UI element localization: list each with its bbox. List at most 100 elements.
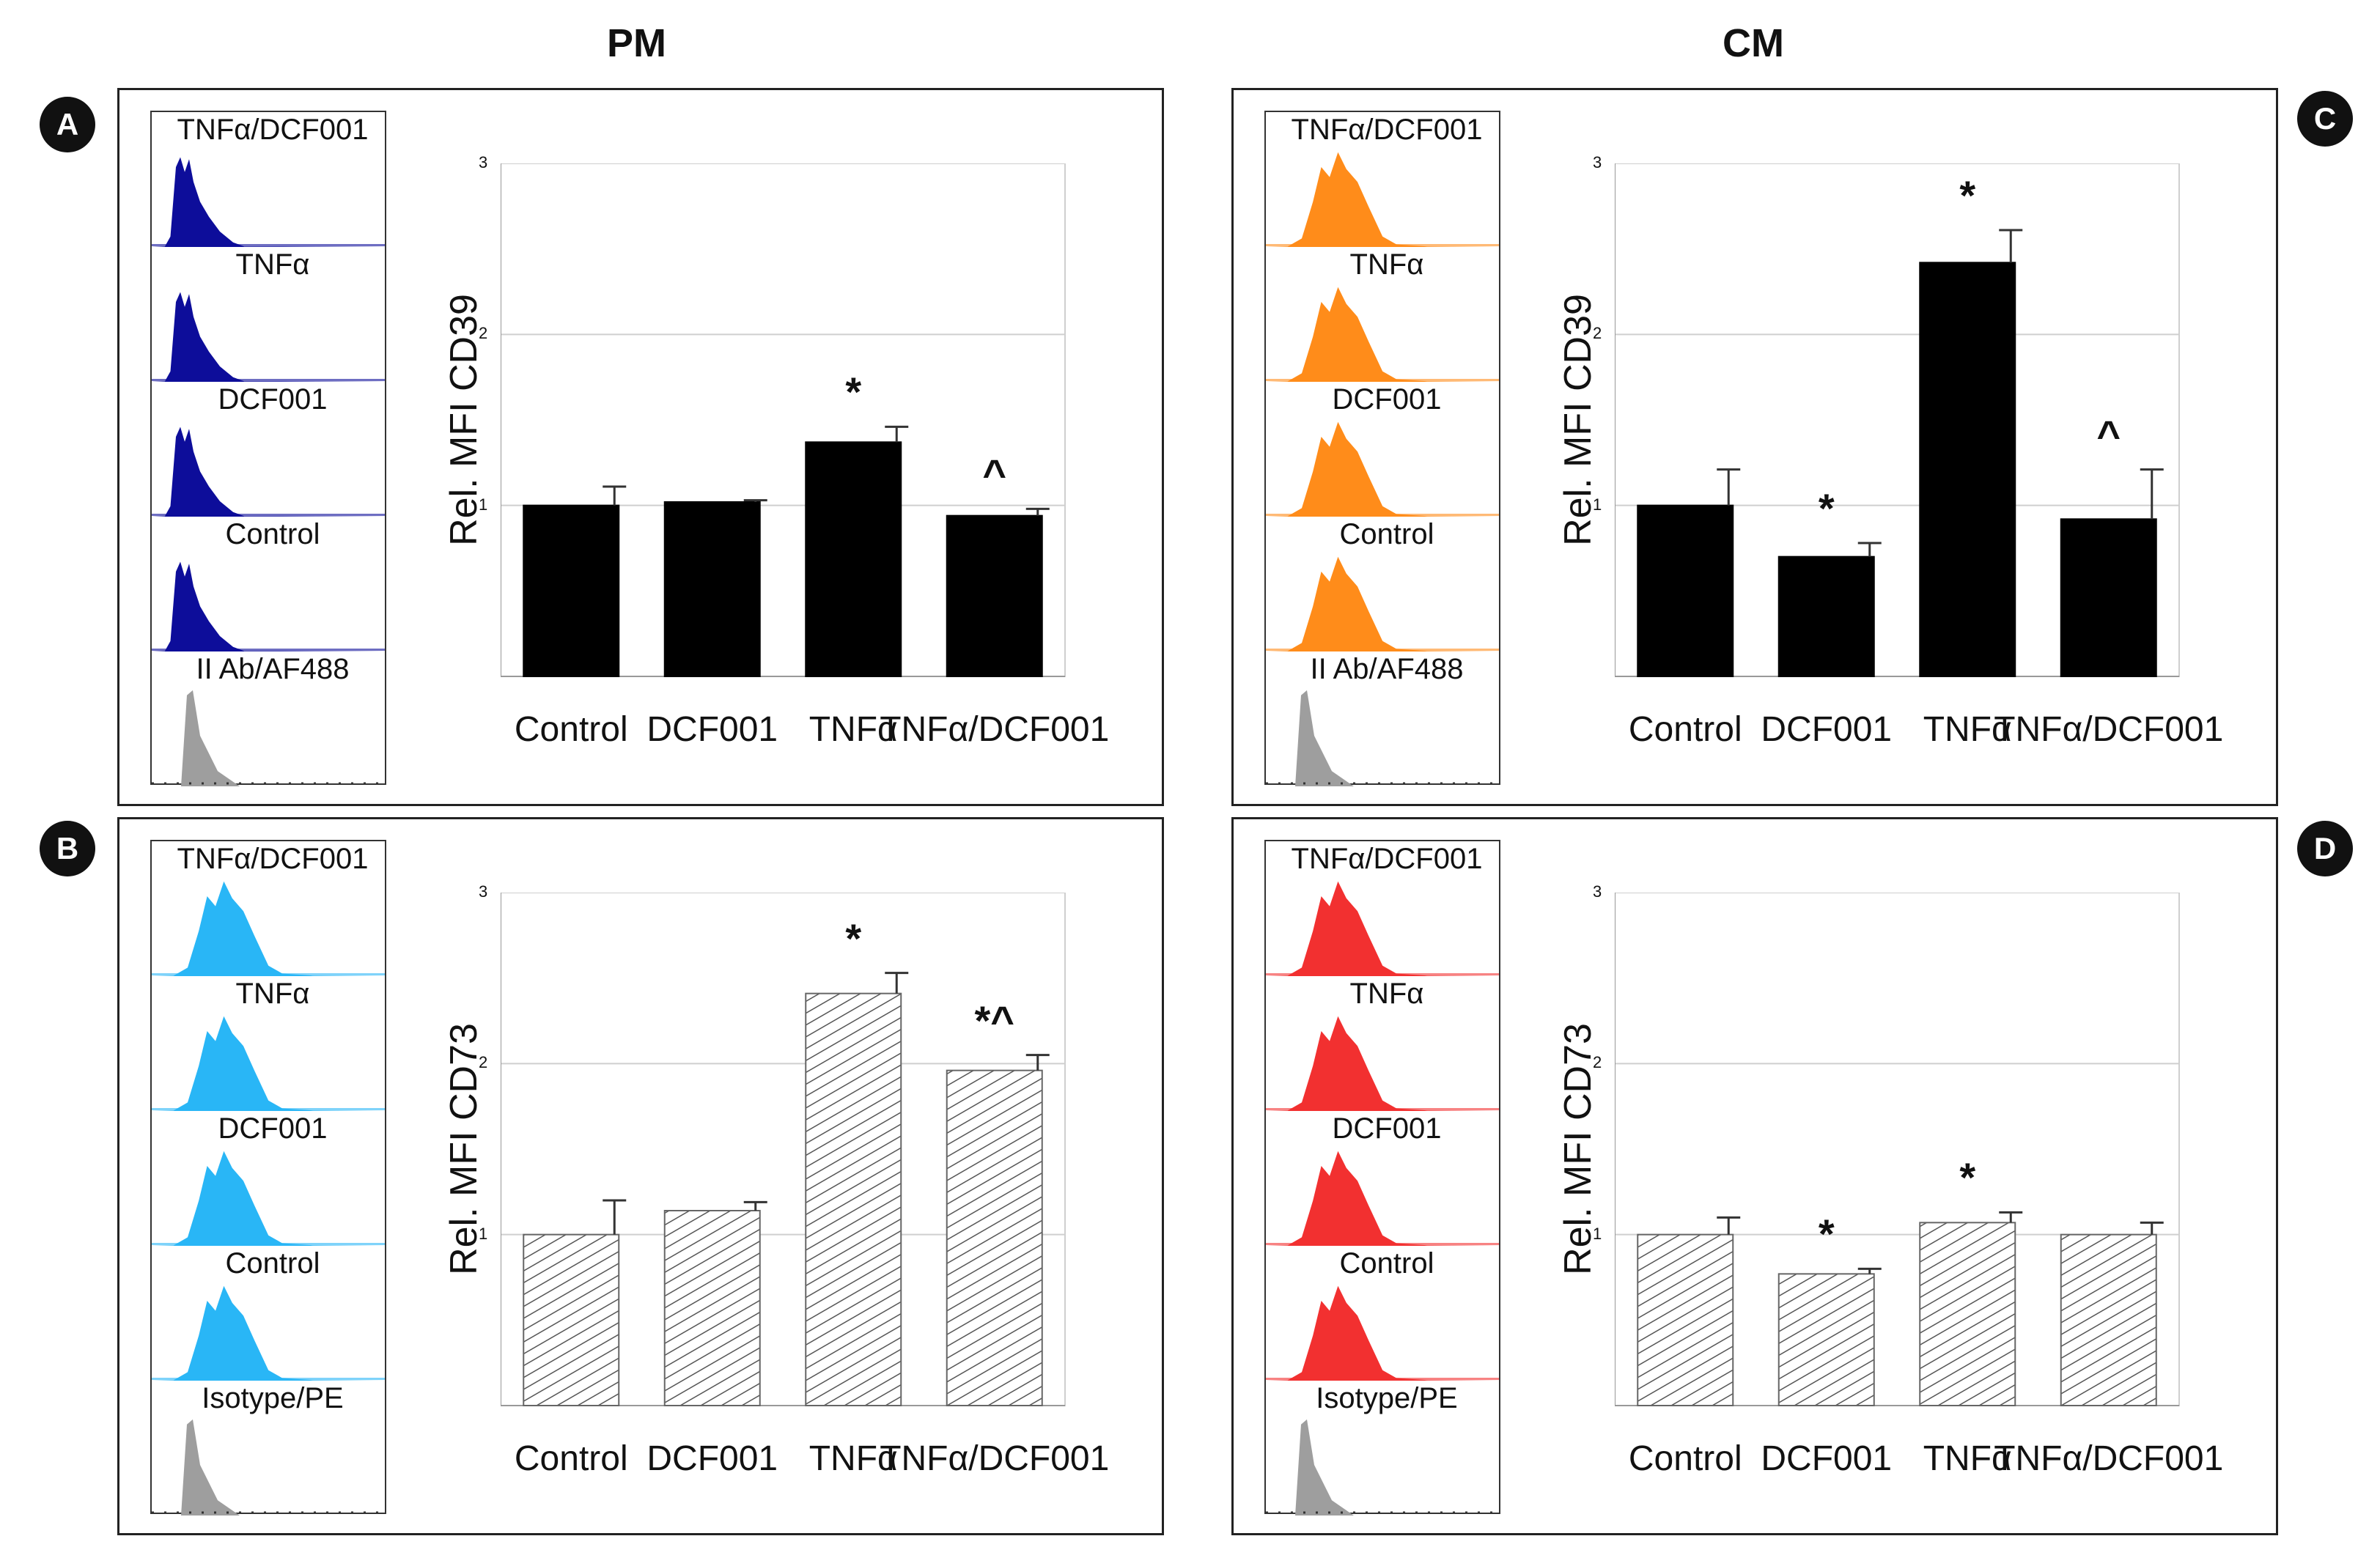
- histogram-baseline: [1266, 1378, 1499, 1380]
- histogram-baseline: [152, 649, 385, 651]
- x-tick-label: DCF001: [1761, 710, 1893, 749]
- histogram-stack: TNFα/DCF001 TNFα DCF001 Control Isotype/PE: [150, 840, 388, 1515]
- histogram-label: DCF001: [218, 1112, 328, 1145]
- histogram-baseline: [152, 1108, 385, 1110]
- significance-mark: *: [1818, 485, 1835, 531]
- histogram-baseline: [1266, 649, 1499, 651]
- bar-dcf001: [1777, 555, 1875, 678]
- histogram-trace: [1266, 1285, 1502, 1381]
- histogram-trace: [1266, 1419, 1502, 1515]
- y-tick-label: 1: [479, 1224, 488, 1243]
- histogram-peak: [1266, 1016, 1502, 1111]
- histogram-label: Control: [225, 1247, 320, 1280]
- histogram-trace: [152, 1151, 388, 1246]
- histogram-peak: [1266, 287, 1502, 382]
- bar-tnf-: [805, 992, 902, 1406]
- bar-control: [1637, 504, 1734, 677]
- significance-mark: ^: [2096, 411, 2121, 458]
- histogram-label: Isotype/PE: [202, 1382, 344, 1414]
- y-tick-label: 2: [479, 1053, 488, 1072]
- bar-dcf001: [663, 501, 761, 677]
- significance-mark: ^: [982, 451, 1007, 498]
- histogram-peak: [152, 1151, 388, 1246]
- x-tick-label: TNFα: [808, 1439, 898, 1478]
- histogram-trace: [1266, 881, 1502, 976]
- x-tick-label: TNFα/DCF001: [1994, 710, 2224, 749]
- bar-dcf001: [663, 1210, 761, 1406]
- y-tick-label: 3: [1593, 153, 1602, 171]
- y-axis-label: Rel. MFI CD73: [443, 1023, 485, 1275]
- histogram-label: Control: [1339, 1247, 1434, 1280]
- histogram-trace: [152, 292, 388, 382]
- histogram-trace: [1266, 421, 1502, 517]
- histogram-trace: [152, 427, 388, 517]
- histogram-peak: [1266, 152, 1502, 247]
- histogram-peak: [152, 157, 388, 247]
- histogram-baseline: [152, 973, 385, 975]
- x-tick-label: Control: [1628, 1439, 1742, 1478]
- histogram-label: TNFα/DCF001: [1291, 843, 1483, 875]
- histogram-label: II Ab/AF488: [1310, 653, 1464, 685]
- bar-chart: [501, 163, 1066, 677]
- histogram-peak: [152, 1016, 388, 1111]
- histogram-trace: [152, 157, 388, 247]
- histogram-peak: [1266, 690, 1354, 786]
- bar-dcf001: [1777, 1273, 1875, 1406]
- histogram-baseline: [152, 1378, 385, 1380]
- histogram-label: DCF001: [1332, 1112, 1442, 1145]
- y-tick-label: 2: [1593, 1053, 1602, 1072]
- x-tick-label: TNFα: [1923, 710, 2012, 749]
- histogram-stack: TNFα/DCF001 TNFα DCF001 Control II Ab/AF488: [150, 111, 388, 786]
- histogram-trace: [1266, 1016, 1502, 1111]
- column-title-pm: PM: [607, 21, 666, 65]
- histogram-peak: [1266, 881, 1502, 976]
- column-title-cm: CM: [1723, 21, 1784, 65]
- histogram-label: Control: [1339, 518, 1434, 550]
- histogram-baseline: [1266, 514, 1499, 516]
- histogram-peak: [1266, 421, 1502, 517]
- bar-tnf-: [1919, 1222, 2016, 1407]
- y-tick-label: 2: [1593, 324, 1602, 343]
- histogram-baseline: [152, 244, 385, 246]
- significance-mark: *: [845, 915, 862, 961]
- y-axis-label: Rel. MFI CD73: [1557, 1023, 1599, 1275]
- histogram-trace: [1266, 1151, 1502, 1246]
- histogram-label: Control: [225, 518, 320, 550]
- histogram-baseline: [1266, 244, 1499, 246]
- histogram-trace: [1266, 556, 1502, 651]
- x-tick-label: TNFα: [1923, 1439, 2012, 1478]
- histogram-label: TNFα/DCF001: [177, 114, 369, 146]
- histogram-label: DCF001: [1332, 383, 1442, 416]
- histogram-trace: [1266, 690, 1502, 786]
- x-tick-label: Control: [514, 710, 628, 749]
- histogram-peak: [152, 881, 388, 976]
- bar-control: [523, 1233, 620, 1406]
- significance-mark: *: [845, 369, 862, 416]
- y-axis-label: Rel. MFI CD39: [443, 294, 485, 546]
- bar-control: [523, 504, 620, 677]
- histogram-trace: [152, 881, 388, 976]
- histogram-peak: [1266, 556, 1502, 651]
- histogram-peak: [1266, 1285, 1502, 1381]
- histogram-trace: [152, 690, 388, 786]
- histogram-label: TNFα/DCF001: [1291, 114, 1483, 146]
- panel-badge-a: A: [40, 97, 95, 152]
- histogram-label: II Ab/AF488: [196, 653, 350, 685]
- histogram-baseline: [1266, 1243, 1499, 1245]
- histogram-label: TNFα: [235, 248, 310, 281]
- bar-tnf-dcf001: [946, 514, 1043, 677]
- histogram-trace: [152, 561, 388, 651]
- x-tick-label: DCF001: [646, 1439, 778, 1478]
- histogram-label: TNFα/DCF001: [177, 843, 369, 875]
- histogram-label: TNFα: [235, 978, 310, 1010]
- panel-badge-b: B: [40, 821, 95, 876]
- histogram-trace: [152, 1285, 388, 1381]
- bar-tnf-: [1919, 262, 2016, 678]
- y-tick-label: 1: [1593, 1224, 1602, 1243]
- y-tick-label: 3: [479, 882, 488, 901]
- histogram-peak: [1266, 1419, 1354, 1515]
- histogram-stack: TNFα/DCF001 TNFα DCF001 Control II Ab/AF488: [1264, 111, 1502, 786]
- y-tick-label: 3: [1593, 882, 1602, 901]
- x-tick-label: Control: [514, 1439, 628, 1478]
- y-tick-label: 1: [479, 495, 488, 514]
